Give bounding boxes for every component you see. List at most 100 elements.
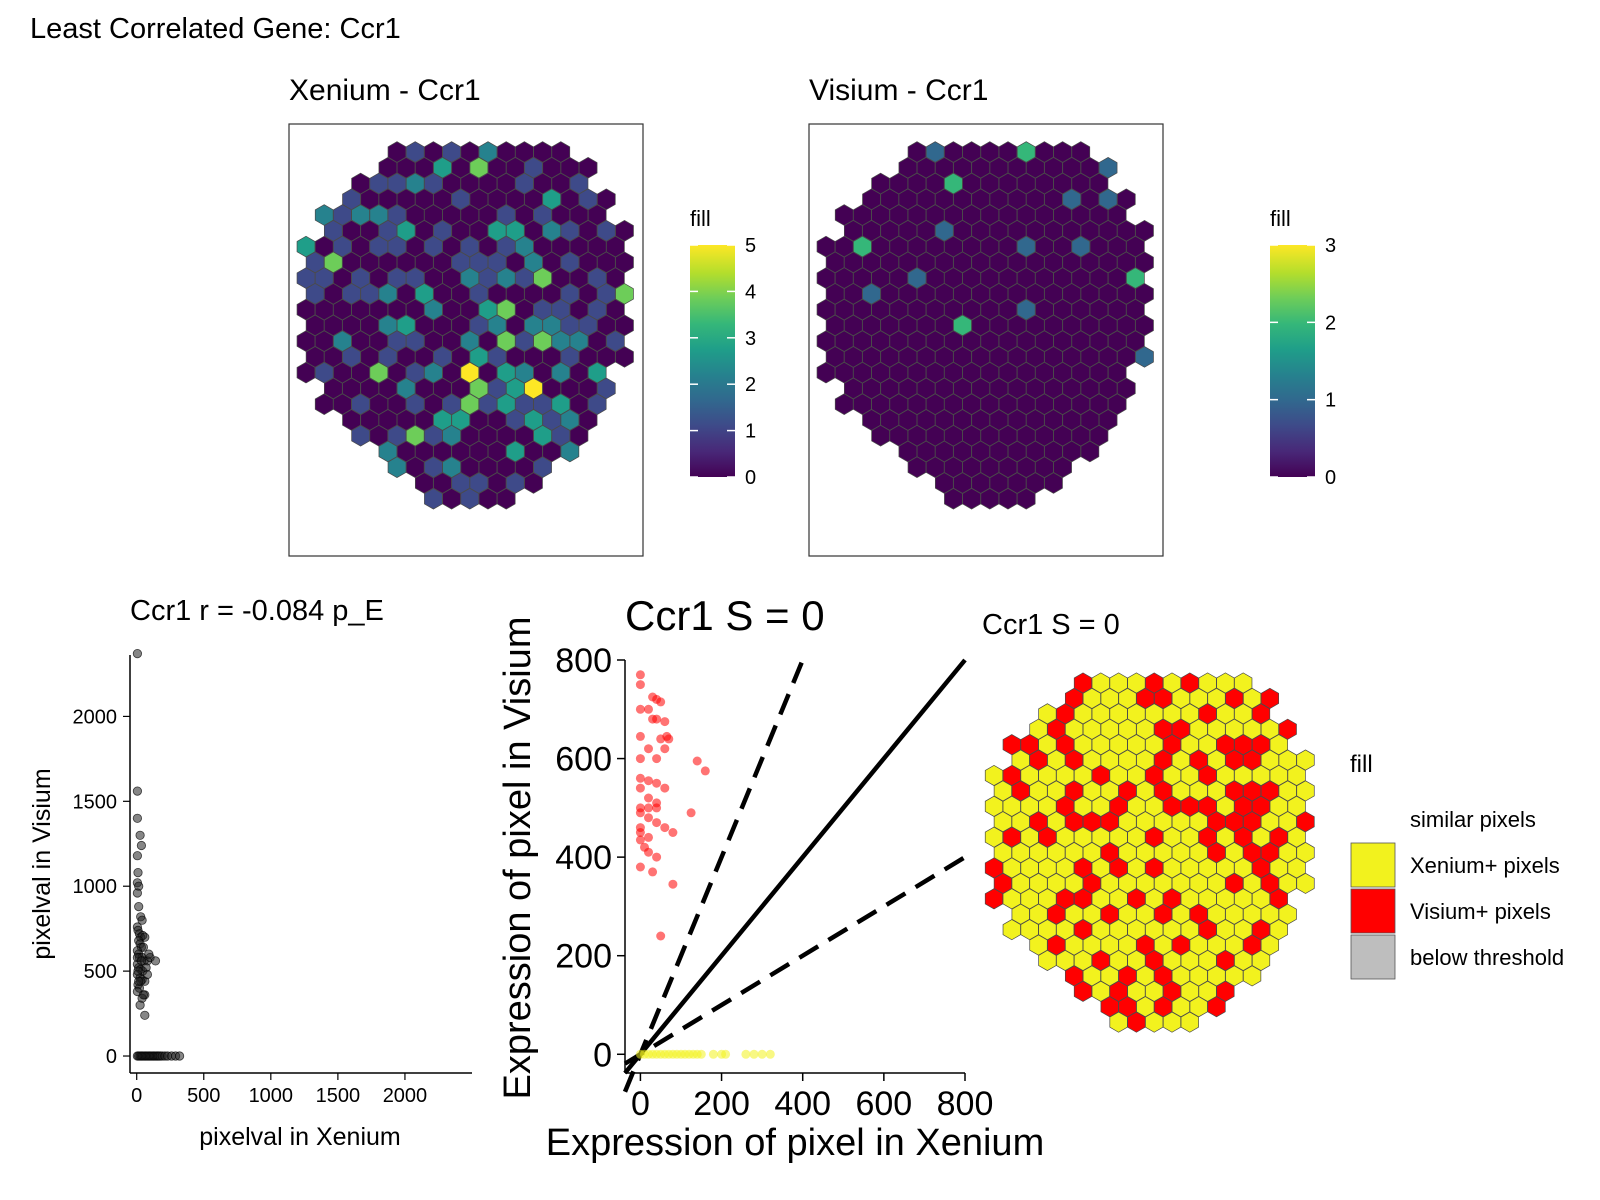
- correlation-scatter-points: [132, 648, 185, 1061]
- legend-swatch: [1350, 842, 1396, 888]
- visium-plus-point: [635, 828, 645, 837]
- xenium-legend-title: fill: [690, 206, 711, 231]
- threshold-reference-lines: [622, 658, 967, 1093]
- visium-plus-point: [635, 773, 645, 783]
- visium-plus-point: [652, 803, 662, 813]
- y-tick-label: 0: [593, 1036, 612, 1074]
- x-tick-label: 1500: [316, 1085, 361, 1107]
- hex-cell: [1016, 488, 1036, 510]
- visium-plus-point: [660, 717, 670, 727]
- visium-legend-title: fill: [1270, 206, 1291, 231]
- visium-hex-grid: [816, 141, 1154, 510]
- scatter-point: [150, 956, 161, 966]
- visium-plus-point: [648, 867, 658, 877]
- colorbar-tick-label: 0: [745, 467, 756, 489]
- xenium-colorbar: [690, 245, 735, 477]
- y-tick-label: 0: [106, 1046, 117, 1068]
- visium-plus-point: [635, 704, 645, 714]
- threshold-x-ticks: 0 200 400 600 800: [631, 1073, 993, 1123]
- visium-plus-point: [635, 835, 645, 845]
- xenium-plus-point: [721, 1049, 731, 1059]
- threshold-scatter-title: Ccr1 S = 0: [625, 592, 825, 639]
- threshold-scatter-panel: Ccr1 S = 0 0 200 400 600 800 0 200 400 600 800 E…: [497, 592, 1044, 1164]
- scatter-point: [132, 786, 142, 796]
- legend-swatch: [1350, 888, 1396, 934]
- category-hex-grid: [984, 672, 1315, 1033]
- scatter-point: [138, 990, 148, 1000]
- scatter-point: [140, 1010, 150, 1020]
- xenium-plus-point: [741, 1049, 751, 1059]
- xenium-plus-point: [708, 1049, 718, 1059]
- y-tick-label: 400: [555, 839, 612, 877]
- scatter-point: [132, 851, 142, 861]
- legend-swatch: [1350, 934, 1396, 980]
- correlation-x-ticks: 0 500 1000 1500 2000: [131, 1073, 427, 1107]
- x-tick-label: 600: [855, 1085, 912, 1123]
- fold-threshold-line: [623, 855, 967, 1066]
- colorbar-tick-label: 2: [1325, 312, 1336, 334]
- category-map-title: Ccr1 S = 0: [982, 609, 1120, 641]
- visium-plus-point: [692, 756, 702, 766]
- legend-label: below threshold: [1410, 945, 1564, 970]
- colorbar-tick-label: 1: [745, 421, 756, 443]
- xenium-map-frame: [288, 123, 644, 557]
- visium-plus-point: [635, 783, 645, 793]
- visium-plus-point: [664, 734, 674, 744]
- scatter-point: [142, 969, 152, 980]
- threshold-scatter-points: [635, 670, 775, 1059]
- category-legend-title: fill: [1350, 751, 1373, 778]
- correlation-scatter-title: Ccr1 r = -0.084 p_E: [130, 595, 384, 627]
- visium-map-panel: Visium - Ccr1 fill 0 1 2 3: [808, 74, 1336, 557]
- visium-plus-point: [644, 813, 653, 823]
- visium-plus-point: [652, 714, 662, 724]
- visium-plus-point: [652, 852, 662, 862]
- x-tick-label: 500: [187, 1085, 220, 1107]
- visium-plus-point: [635, 754, 645, 764]
- category-map-panel: Ccr1 S = 0 fill similar pixels Xenium+ pi…: [982, 609, 1564, 1033]
- visium-plus-point: [644, 793, 653, 803]
- xenium-plus-point: [765, 1049, 775, 1059]
- colorbar-tick-label: 1: [1325, 390, 1336, 412]
- visium-plus-point: [644, 776, 653, 786]
- x-tick-label: 1000: [249, 1085, 294, 1107]
- xenium-map-title: Xenium - Ccr1: [289, 74, 481, 107]
- scatter-point: [134, 901, 144, 912]
- scatter-point: [132, 888, 142, 898]
- visium-plus-point: [644, 704, 653, 714]
- visium-plus-point: [660, 744, 670, 754]
- x-tick-label: 0: [631, 1085, 650, 1123]
- colorbar-tick-label: 3: [1325, 235, 1336, 257]
- colorbar-tick-label: 5: [745, 235, 756, 257]
- scatter-point: [133, 966, 143, 976]
- legend-label: similar pixels: [1410, 807, 1536, 832]
- hex-cell: [524, 472, 543, 494]
- xenium-map-panel: Xenium - Ccr1 fill 0 1 2 3 4 5: [288, 74, 756, 557]
- y-tick-label: 500: [84, 961, 117, 983]
- correlation-scatter-panel: Ccr1 r = -0.084 p_E 0 500 1000 1500 2000 0 50…: [28, 595, 472, 1151]
- hex-cell: [1296, 872, 1315, 894]
- threshold-y-label: Expression of pixel in Visium: [497, 617, 539, 1100]
- x-tick-label: 200: [693, 1085, 750, 1123]
- scatter-point: [132, 813, 142, 823]
- scatter-point: [137, 915, 147, 925]
- legend-label: Visium+ pixels: [1410, 899, 1551, 924]
- colorbar-tick-label: 3: [745, 328, 756, 350]
- visium-plus-point: [644, 847, 653, 857]
- visium-plus-point: [644, 744, 653, 754]
- visium-plus-point: [668, 828, 678, 837]
- visium-plus-point: [660, 823, 670, 833]
- identity-line: [623, 658, 967, 1075]
- visium-plus-point: [700, 766, 710, 776]
- hex-cell: [1135, 346, 1154, 368]
- threshold-y-ticks: 0 200 400 600 800: [555, 642, 625, 1074]
- colorbar-tick-label: 4: [745, 281, 756, 303]
- scatter-point: [135, 1000, 145, 1010]
- visium-map-frame: [808, 123, 1164, 557]
- correlation-y-label: pixelval in Visium: [28, 768, 56, 959]
- visium-plus-point: [644, 832, 653, 842]
- visium-plus-point: [656, 697, 666, 707]
- x-tick-label: 0: [131, 1085, 142, 1107]
- scatter-point: [144, 949, 154, 959]
- visium-plus-point: [652, 778, 662, 788]
